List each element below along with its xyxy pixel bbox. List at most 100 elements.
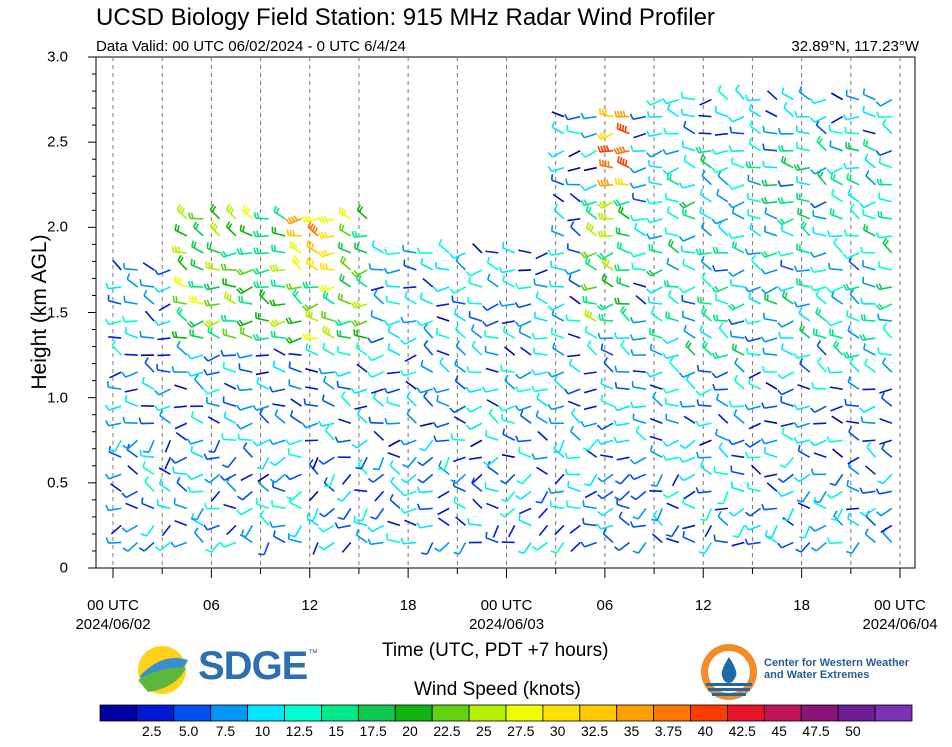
wind-barb: [633, 282, 647, 288]
wind-barb: [516, 473, 532, 485]
wind-barb: [629, 113, 647, 121]
wind-barb: [596, 438, 614, 445]
wind-barb: [367, 371, 384, 379]
wind-barb: [646, 197, 663, 205]
wind-barb: [831, 188, 844, 203]
wind-barb: [613, 419, 630, 427]
colorbar-segment: [874, 704, 913, 722]
wind-barb: [666, 502, 679, 510]
wind-barb: [144, 310, 155, 322]
wind-barb: [269, 386, 286, 393]
wind-barb: [585, 221, 598, 237]
wind-barb: [436, 316, 450, 322]
wind-barb: [634, 222, 647, 237]
x-tick-label: 00 UTC 2024/06/03: [469, 596, 544, 634]
wind-barb: [728, 232, 745, 239]
wind-barb: [318, 541, 335, 551]
wind-barb: [596, 252, 614, 260]
wind-barb: [547, 303, 565, 311]
wind-barb: [678, 371, 696, 379]
wind-barb: [701, 272, 713, 288]
wind-barb: [423, 391, 434, 407]
wind-barb: [432, 386, 450, 394]
wind-barb: [678, 182, 696, 189]
wind-barb: [829, 208, 843, 220]
colorbar-tick-label: 45: [771, 723, 787, 739]
wind-barb: [816, 340, 827, 356]
wind-barb: [288, 352, 302, 356]
wind-barb: [400, 507, 417, 514]
wind-barb: [514, 301, 532, 309]
wind-barb: [515, 490, 532, 500]
wind-barb: [452, 479, 466, 493]
wind-barb: [827, 230, 843, 238]
wind-barb: [728, 269, 745, 277]
wind-barb: [810, 541, 827, 552]
wind-barb: [830, 405, 843, 412]
wind-barb: [650, 473, 663, 487]
wind-barb: [356, 363, 368, 373]
wind-barb: [154, 269, 171, 276]
wind-barb: [206, 242, 220, 254]
colorbar-tick-label: 40: [697, 723, 714, 739]
wind-barb: [193, 527, 204, 543]
wind-barb: [596, 131, 614, 140]
wind-barb: [750, 464, 762, 475]
wind-barb: [285, 473, 302, 481]
colorbar-tick-label: 20: [402, 723, 418, 739]
wind-barb: [547, 149, 565, 158]
wind-barb: [833, 340, 844, 356]
wind-barb: [632, 541, 647, 554]
wind-barb: [616, 456, 630, 461]
wind-barb: [171, 366, 187, 373]
wind-barb: [174, 275, 188, 288]
wind-barb: [111, 339, 122, 356]
wind-barb: [596, 422, 614, 431]
wind-barb: [518, 326, 532, 339]
wind-barb: [501, 453, 515, 459]
wind-barb: [502, 325, 516, 339]
wind-barb: [269, 521, 286, 529]
wind-barb: [699, 206, 712, 220]
wind-barb: [158, 478, 171, 493]
wind-barb: [777, 180, 794, 187]
wind-barb: [582, 439, 598, 452]
wind-barb: [499, 473, 516, 485]
wind-barb: [712, 314, 728, 322]
wind-barb: [112, 259, 122, 271]
wind-barb: [124, 327, 138, 339]
wind-barb: [538, 524, 549, 537]
wind-barb: [698, 132, 712, 135]
x-tick-time: 00 UTC: [874, 597, 926, 614]
colorbar-segment: [763, 704, 802, 722]
wind-barb: [337, 292, 352, 305]
wind-barb: [400, 473, 417, 484]
wind-barb: [161, 524, 172, 537]
wind-barb: [683, 490, 696, 500]
wind-barb: [711, 285, 729, 293]
wind-barb: [695, 388, 712, 396]
x-tick-label: 18: [793, 596, 810, 615]
wind-barb: [465, 405, 483, 413]
x-tick-label: 12: [695, 596, 712, 615]
wind-barb: [552, 342, 565, 356]
wind-barb: [141, 497, 155, 510]
wind-barb: [338, 206, 352, 220]
wind-barb: [253, 247, 269, 255]
wind-barb: [367, 337, 384, 344]
wind-barb: [390, 476, 401, 492]
wind-barb: [744, 538, 761, 546]
wind-barb: [437, 517, 450, 527]
wind-barb: [192, 221, 204, 237]
wind-barb: [500, 490, 516, 503]
wind-barb: [175, 432, 188, 441]
wind-barb: [664, 227, 679, 237]
colorbar-tick-label: 12.5: [285, 723, 313, 739]
wind-barb: [832, 448, 844, 458]
wind-barb: [762, 160, 778, 169]
wind-barb: [564, 468, 581, 476]
wind-barb: [210, 490, 221, 502]
wind-barb: [438, 238, 450, 254]
wind-barb: [139, 449, 155, 459]
wind-barb: [550, 260, 565, 271]
